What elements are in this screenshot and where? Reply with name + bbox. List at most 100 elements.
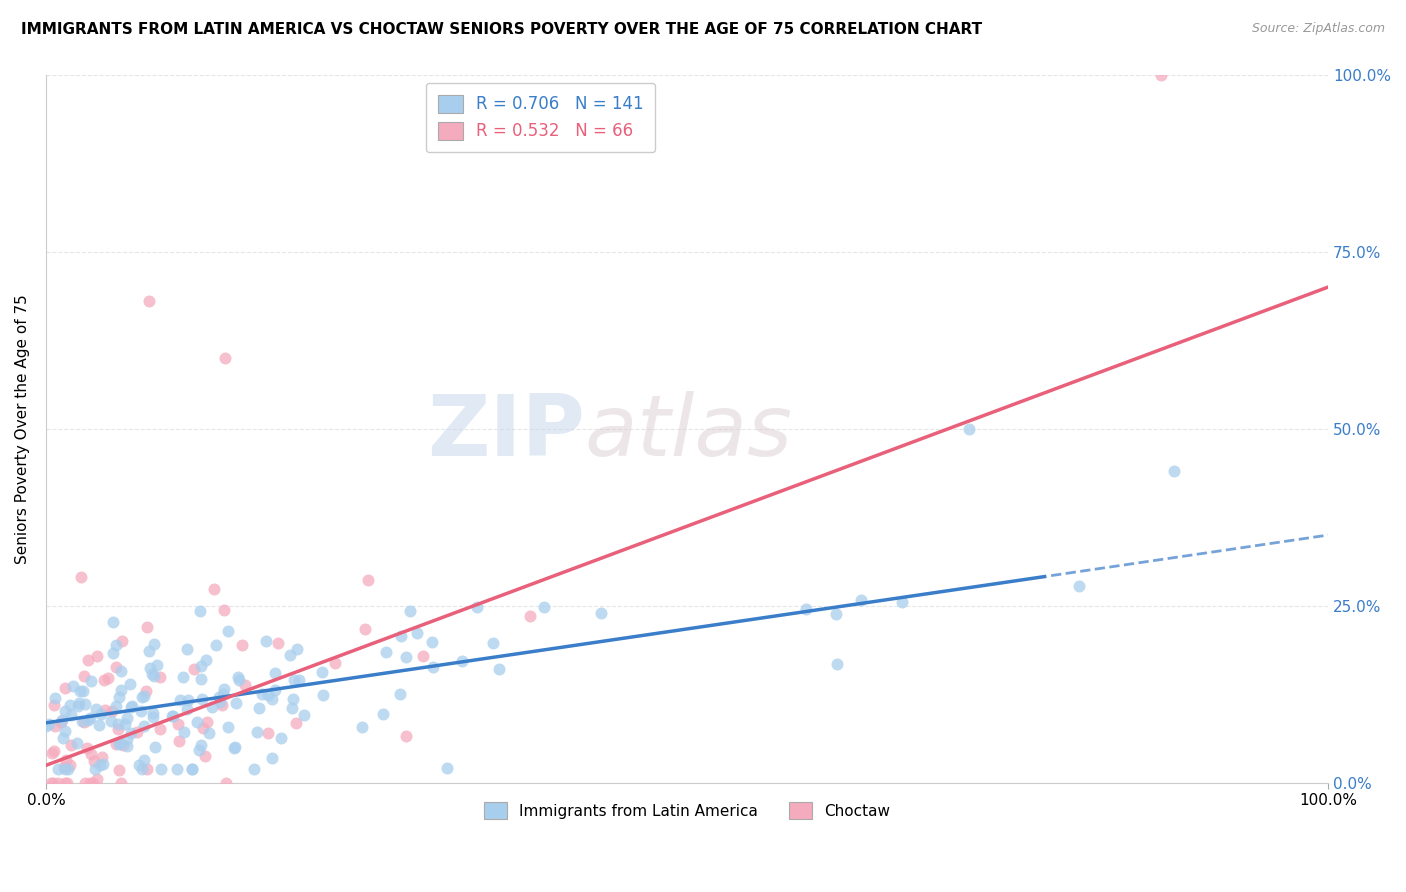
Text: atlas: atlas (585, 391, 793, 474)
Point (193, 749, 215, 764)
Point (82, 776, 104, 790)
Point (190, 658, 212, 673)
Point (38, 717, 60, 731)
Point (97, 672, 120, 686)
Point (101, 646, 124, 660)
Point (104, 699, 127, 714)
Point (87, 718, 110, 732)
Point (262, 751, 284, 765)
Point (86, 772, 108, 787)
Point (191, 721, 214, 735)
Point (59, 698, 82, 712)
Point (794, 602, 817, 616)
Point (246, 724, 269, 739)
Point (108, 763, 131, 777)
Point (100, 704, 122, 718)
Point (172, 669, 194, 683)
Point (208, 690, 231, 704)
Point (115, 739, 138, 754)
Point (108, 736, 131, 750)
Point (53, 776, 76, 790)
Point (35, 719, 58, 733)
Point (354, 622, 377, 636)
Legend: Immigrants from Latin America, Choctaw: Immigrants from Latin America, Choctaw (478, 797, 896, 825)
Point (70, 570, 93, 584)
Point (405, 626, 427, 640)
Point (323, 656, 346, 670)
Point (176, 641, 198, 656)
Point (120, 726, 142, 740)
Point (292, 707, 315, 722)
Point (160, 709, 183, 723)
Point (186, 714, 208, 729)
Point (131, 762, 153, 776)
Point (136, 620, 159, 634)
Point (190, 672, 212, 686)
Point (436, 761, 458, 775)
Point (139, 661, 162, 675)
Point (120, 676, 142, 690)
Point (412, 648, 434, 663)
Point (263, 682, 285, 697)
Point (287, 673, 309, 688)
Point (67, 696, 90, 710)
Point (132, 719, 155, 733)
Point (120, 700, 142, 714)
Point (204, 638, 226, 652)
Point (121, 699, 143, 714)
Point (41, 746, 63, 760)
Point (105, 660, 128, 674)
Point (231, 638, 253, 652)
Point (101, 615, 124, 629)
Point (824, 607, 846, 621)
Point (142, 669, 165, 683)
Point (44, 718, 66, 732)
Point (143, 637, 166, 651)
Point (44, 690, 66, 705)
Point (146, 657, 169, 672)
Point (76, 741, 98, 756)
Point (188, 604, 211, 618)
Point (519, 609, 541, 624)
Point (195, 714, 218, 729)
Point (80, 674, 103, 689)
Point (46, 762, 69, 776)
Point (225, 696, 247, 710)
Point (110, 776, 132, 790)
Point (79, 776, 101, 790)
Point (66, 736, 89, 750)
Point (191, 691, 214, 706)
Point (283, 673, 305, 688)
Point (69, 683, 91, 698)
Point (142, 709, 165, 723)
Point (114, 717, 136, 731)
Point (1150, 68, 1173, 82)
Point (176, 702, 198, 716)
Point (91, 756, 114, 771)
Point (70, 714, 93, 728)
Point (481, 635, 503, 649)
Point (104, 638, 127, 652)
Point (257, 689, 280, 703)
Point (451, 654, 474, 668)
Point (59, 707, 82, 722)
Point (357, 573, 380, 587)
Point (73, 697, 96, 711)
Point (214, 776, 236, 790)
Point (89, 757, 111, 772)
Point (73, 714, 96, 729)
Point (73, 669, 96, 683)
Point (138, 294, 160, 309)
Point (52, 759, 75, 773)
Point (311, 665, 333, 680)
Point (181, 762, 204, 776)
Point (233, 678, 256, 692)
Y-axis label: Seniors Poverty Over the Age of 75: Seniors Poverty Over the Age of 75 (15, 293, 30, 564)
Point (132, 689, 155, 703)
Point (267, 635, 290, 649)
Point (53, 724, 76, 739)
Point (183, 662, 205, 676)
Point (112, 738, 135, 752)
Point (110, 683, 132, 698)
Point (169, 692, 191, 706)
